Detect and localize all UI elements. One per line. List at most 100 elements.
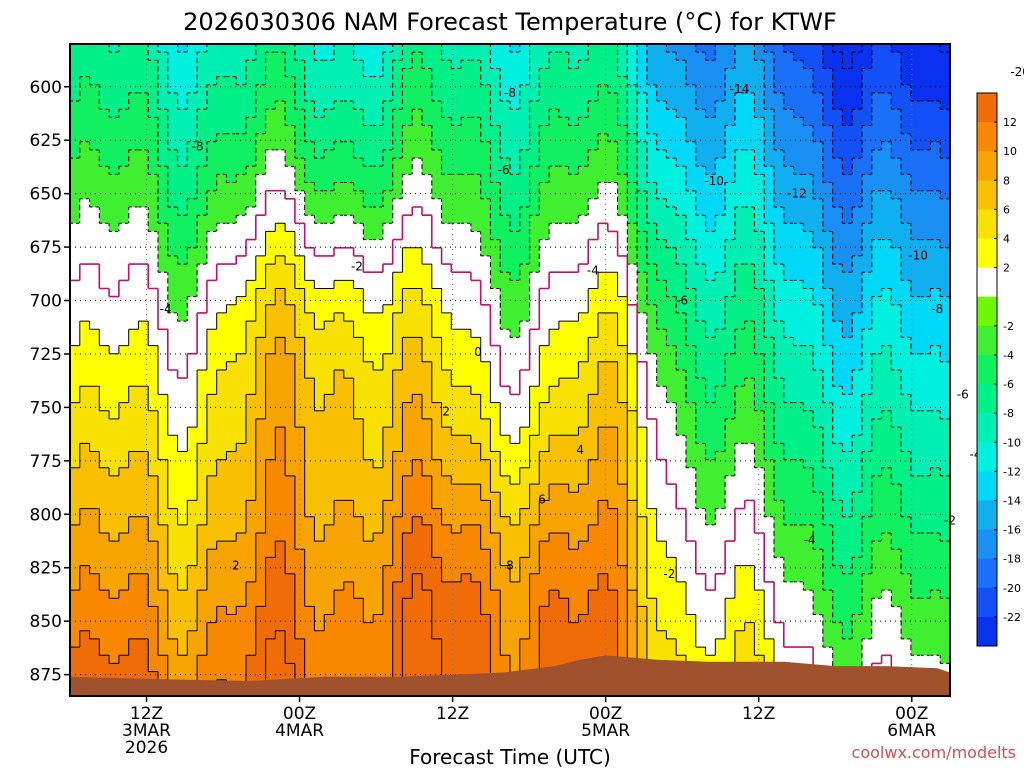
temperature-cell: [519, 280, 531, 290]
temperature-cell: [89, 182, 100, 192]
temperature-cell: [656, 125, 668, 135]
temperature-cell: [480, 247, 492, 257]
temperature-cell: [412, 508, 423, 518]
temperature-cell: [89, 484, 100, 493]
temperature-cell: [324, 109, 335, 118]
temperature-cell: [363, 427, 374, 436]
temperature-cell: [246, 76, 257, 86]
temperature-cell: [363, 410, 374, 420]
temperature-cell: [676, 117, 687, 127]
temperature-cell: [70, 590, 81, 599]
temperature-cell: [666, 304, 677, 314]
temperature-cell: [89, 288, 100, 298]
temperature-cell: [304, 516, 316, 526]
temperature-cell: [294, 630, 306, 640]
temperature-cell: [627, 288, 638, 298]
temperature-cell: [373, 386, 384, 396]
temperature-cell: [441, 198, 452, 208]
temperature-cell: [646, 92, 658, 102]
temperature-cell: [666, 272, 677, 281]
temperature-cell: [470, 500, 482, 510]
temperature-cell: [558, 198, 570, 208]
temperature-cell: [656, 581, 668, 591]
temperature-cell: [275, 492, 286, 501]
temperature-cell: [441, 288, 452, 298]
temperature-cell: [451, 337, 462, 347]
temperature-cell: [539, 158, 550, 167]
temperature-cell: [334, 606, 345, 616]
temperature-cell: [656, 109, 668, 118]
temperature-cell: [500, 255, 511, 265]
temperature-cell: [382, 361, 394, 371]
temperature-cell: [607, 101, 619, 110]
temperature-cell: [373, 370, 384, 379]
temperature-cell: [89, 598, 100, 607]
temperature-cell: [412, 182, 423, 192]
temperature-cell: [158, 647, 169, 656]
temperature-cell: [246, 280, 257, 290]
temperature-cell: [627, 435, 638, 444]
temperature-cell: [382, 655, 394, 664]
temperature-cell: [314, 663, 325, 673]
temperature-cell: [353, 533, 364, 542]
temperature-cell: [353, 166, 364, 175]
temperature-cell: [431, 663, 443, 673]
temperature-cell: [236, 264, 247, 273]
temperature-cell: [627, 296, 638, 306]
temperature-cell: [500, 125, 511, 135]
temperature-cell: [79, 60, 91, 70]
temperature-cell: [265, 500, 276, 510]
temperature-cell: [441, 272, 452, 281]
temperature-cell: [607, 329, 619, 338]
temperature-cell: [216, 402, 228, 412]
temperature-cell: [353, 215, 364, 224]
temperature-cell: [568, 182, 580, 192]
temperature-cell: [128, 622, 140, 632]
temperature-cell: [392, 52, 404, 61]
temperature-cell: [549, 484, 560, 493]
temperature-cell: [480, 598, 492, 607]
temperature-cell: [676, 109, 687, 118]
temperature-cell: [148, 149, 159, 159]
temperature-cell: [187, 166, 198, 175]
temperature-cell: [382, 565, 394, 575]
temperature-cell: [363, 402, 374, 412]
temperature-cell: [529, 630, 540, 640]
temperature-cell: [412, 361, 423, 371]
temperature-cell: [363, 255, 374, 265]
temperature-cell: [490, 92, 501, 102]
temperature-cell: [519, 353, 531, 363]
temperature-cell: [637, 402, 648, 412]
temperature-cell: [314, 484, 325, 493]
temperature-cell: [382, 280, 394, 290]
temperature-cell: [216, 663, 228, 673]
temperature-cell: [109, 475, 120, 485]
temperature-cell: [226, 84, 237, 94]
temperature-cell: [79, 484, 91, 493]
temperature-cell: [558, 459, 570, 469]
temperature-cell: [441, 44, 452, 53]
temperature-cell: [451, 52, 462, 61]
temperature-cell: [216, 312, 228, 322]
temperature-cell: [519, 533, 531, 542]
temperature-cell: [382, 109, 394, 118]
temperature-cell: [539, 288, 550, 298]
temperature-cell: [402, 190, 413, 200]
temperature-cell: [382, 573, 394, 583]
temperature-cell: [451, 141, 462, 151]
temperature-cell: [412, 198, 423, 208]
temperature-cell: [461, 337, 472, 347]
temperature-cell: [138, 500, 149, 510]
temperature-cell: [167, 272, 179, 281]
temperature-cell: [255, 133, 267, 143]
temperature-cell: [480, 280, 492, 290]
temperature-cell: [568, 117, 580, 127]
temperature-cell: [79, 239, 91, 249]
temperature-cell: [353, 264, 364, 273]
temperature-cell: [236, 378, 247, 387]
temperature-cell: [206, 174, 218, 184]
temperature-cell: [118, 44, 130, 53]
temperature-cell: [70, 581, 81, 591]
temperature-cell: [314, 492, 325, 501]
temperature-cell: [470, 475, 482, 485]
